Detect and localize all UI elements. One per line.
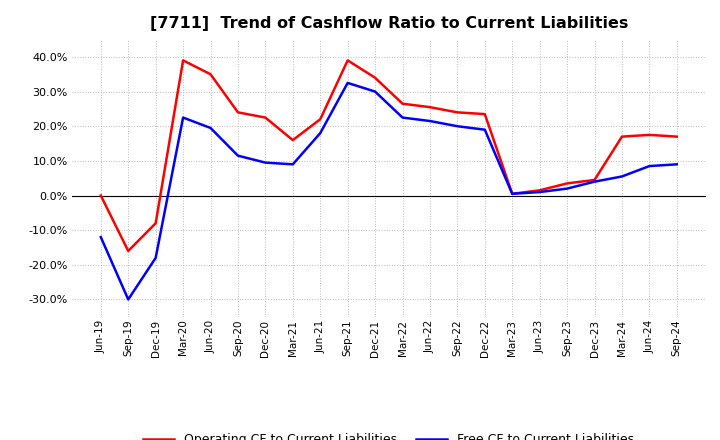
Free CF to Current Liabilities (508, 191, 516, 196)
Free CF to Current Liabilities (206, 125, 215, 131)
Free CF to Current Liabilities (124, 297, 132, 302)
Line: Operating CF to Current Liabilities: Operating CF to Current Liabilities (101, 60, 677, 251)
Operating CF to Current Liabilities (508, 191, 516, 196)
Operating CF to Current Liabilities (179, 58, 187, 63)
Free CF to Current Liabilities (590, 179, 599, 184)
Free CF to Current Liabilities (645, 163, 654, 169)
Operating CF to Current Liabilities (618, 134, 626, 139)
Free CF to Current Liabilities (536, 189, 544, 194)
Operating CF to Current Liabilities (426, 105, 434, 110)
Operating CF to Current Liabilities (233, 110, 242, 115)
Operating CF to Current Liabilities (645, 132, 654, 138)
Operating CF to Current Liabilities (563, 181, 572, 186)
Free CF to Current Liabilities (453, 124, 462, 129)
Free CF to Current Liabilities (480, 127, 489, 132)
Title: [7711]  Trend of Cashflow Ratio to Current Liabilities: [7711] Trend of Cashflow Ratio to Curren… (150, 16, 628, 32)
Free CF to Current Liabilities (96, 235, 105, 240)
Operating CF to Current Liabilities (480, 111, 489, 117)
Free CF to Current Liabilities (618, 174, 626, 179)
Operating CF to Current Liabilities (206, 72, 215, 77)
Operating CF to Current Liabilities (590, 177, 599, 183)
Free CF to Current Liabilities (289, 161, 297, 167)
Free CF to Current Liabilities (151, 255, 160, 260)
Free CF to Current Liabilities (426, 118, 434, 124)
Free CF to Current Liabilities (233, 153, 242, 158)
Free CF to Current Liabilities (371, 89, 379, 94)
Operating CF to Current Liabilities (343, 58, 352, 63)
Operating CF to Current Liabilities (261, 115, 270, 120)
Operating CF to Current Liabilities (672, 134, 681, 139)
Free CF to Current Liabilities (563, 186, 572, 191)
Free CF to Current Liabilities (261, 160, 270, 165)
Free CF to Current Liabilities (179, 115, 187, 120)
Operating CF to Current Liabilities (398, 101, 407, 106)
Operating CF to Current Liabilities (289, 137, 297, 143)
Free CF to Current Liabilities (672, 161, 681, 167)
Line: Free CF to Current Liabilities: Free CF to Current Liabilities (101, 83, 677, 300)
Operating CF to Current Liabilities (151, 220, 160, 226)
Free CF to Current Liabilities (343, 80, 352, 85)
Free CF to Current Liabilities (398, 115, 407, 120)
Operating CF to Current Liabilities (536, 188, 544, 193)
Operating CF to Current Liabilities (371, 75, 379, 81)
Operating CF to Current Liabilities (316, 117, 325, 122)
Operating CF to Current Liabilities (96, 193, 105, 198)
Operating CF to Current Liabilities (453, 110, 462, 115)
Free CF to Current Liabilities (316, 131, 325, 136)
Legend: Operating CF to Current Liabilities, Free CF to Current Liabilities: Operating CF to Current Liabilities, Fre… (138, 429, 639, 440)
Operating CF to Current Liabilities (124, 248, 132, 253)
